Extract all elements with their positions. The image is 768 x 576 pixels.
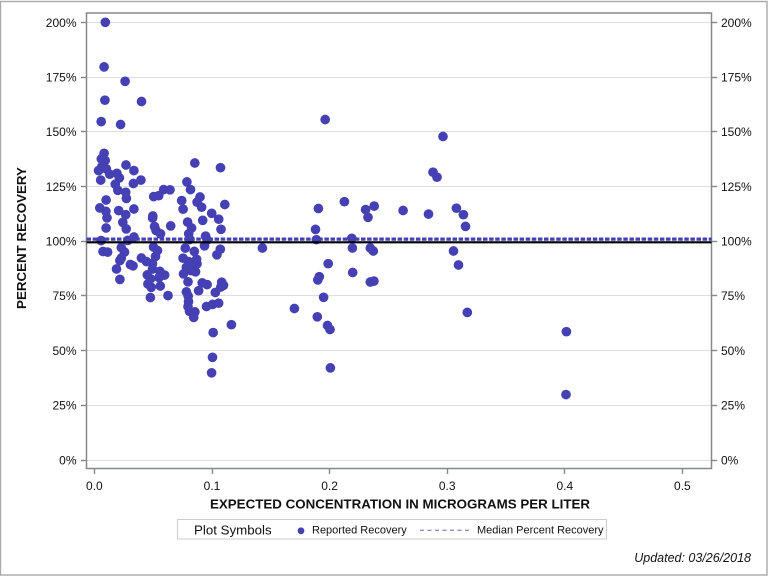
svg-text:0%: 0% — [59, 453, 77, 467]
svg-text:150%: 150% — [721, 125, 752, 139]
svg-text:175%: 175% — [46, 70, 77, 84]
svg-text:0%: 0% — [721, 453, 739, 467]
svg-text:200%: 200% — [46, 16, 77, 30]
svg-text:0.1: 0.1 — [204, 479, 221, 493]
svg-text:Reported Recovery: Reported Recovery — [312, 524, 407, 536]
svg-text:25%: 25% — [721, 399, 745, 413]
svg-text:50%: 50% — [52, 344, 76, 358]
svg-text:Plot Symbols: Plot Symbols — [194, 522, 272, 537]
svg-text:0.0: 0.0 — [86, 479, 103, 493]
svg-text:75%: 75% — [52, 289, 76, 303]
svg-text:0.5: 0.5 — [674, 479, 691, 493]
svg-text:EXPECTED CONCENTRATION IN MICR: EXPECTED CONCENTRATION IN MICROGRAMS PER… — [210, 497, 590, 512]
svg-text:100%: 100% — [721, 235, 752, 249]
svg-text:175%: 175% — [721, 70, 752, 84]
svg-text:125%: 125% — [721, 180, 752, 194]
svg-text:150%: 150% — [46, 125, 77, 139]
svg-text:100%: 100% — [46, 235, 77, 249]
svg-text:125%: 125% — [46, 180, 77, 194]
svg-text:50%: 50% — [721, 344, 745, 358]
svg-text:Median Percent Recovery: Median Percent Recovery — [477, 524, 604, 536]
svg-text:0.2: 0.2 — [321, 479, 338, 493]
svg-text:Updated: 03/26/2018: Updated: 03/26/2018 — [634, 551, 751, 565]
svg-text:75%: 75% — [721, 289, 745, 303]
svg-text:0.3: 0.3 — [439, 479, 456, 493]
svg-text:PERCENT RECOVERY: PERCENT RECOVERY — [14, 167, 29, 309]
svg-text:200%: 200% — [721, 16, 752, 30]
svg-text:25%: 25% — [52, 399, 76, 413]
svg-text:0.4: 0.4 — [556, 479, 573, 493]
